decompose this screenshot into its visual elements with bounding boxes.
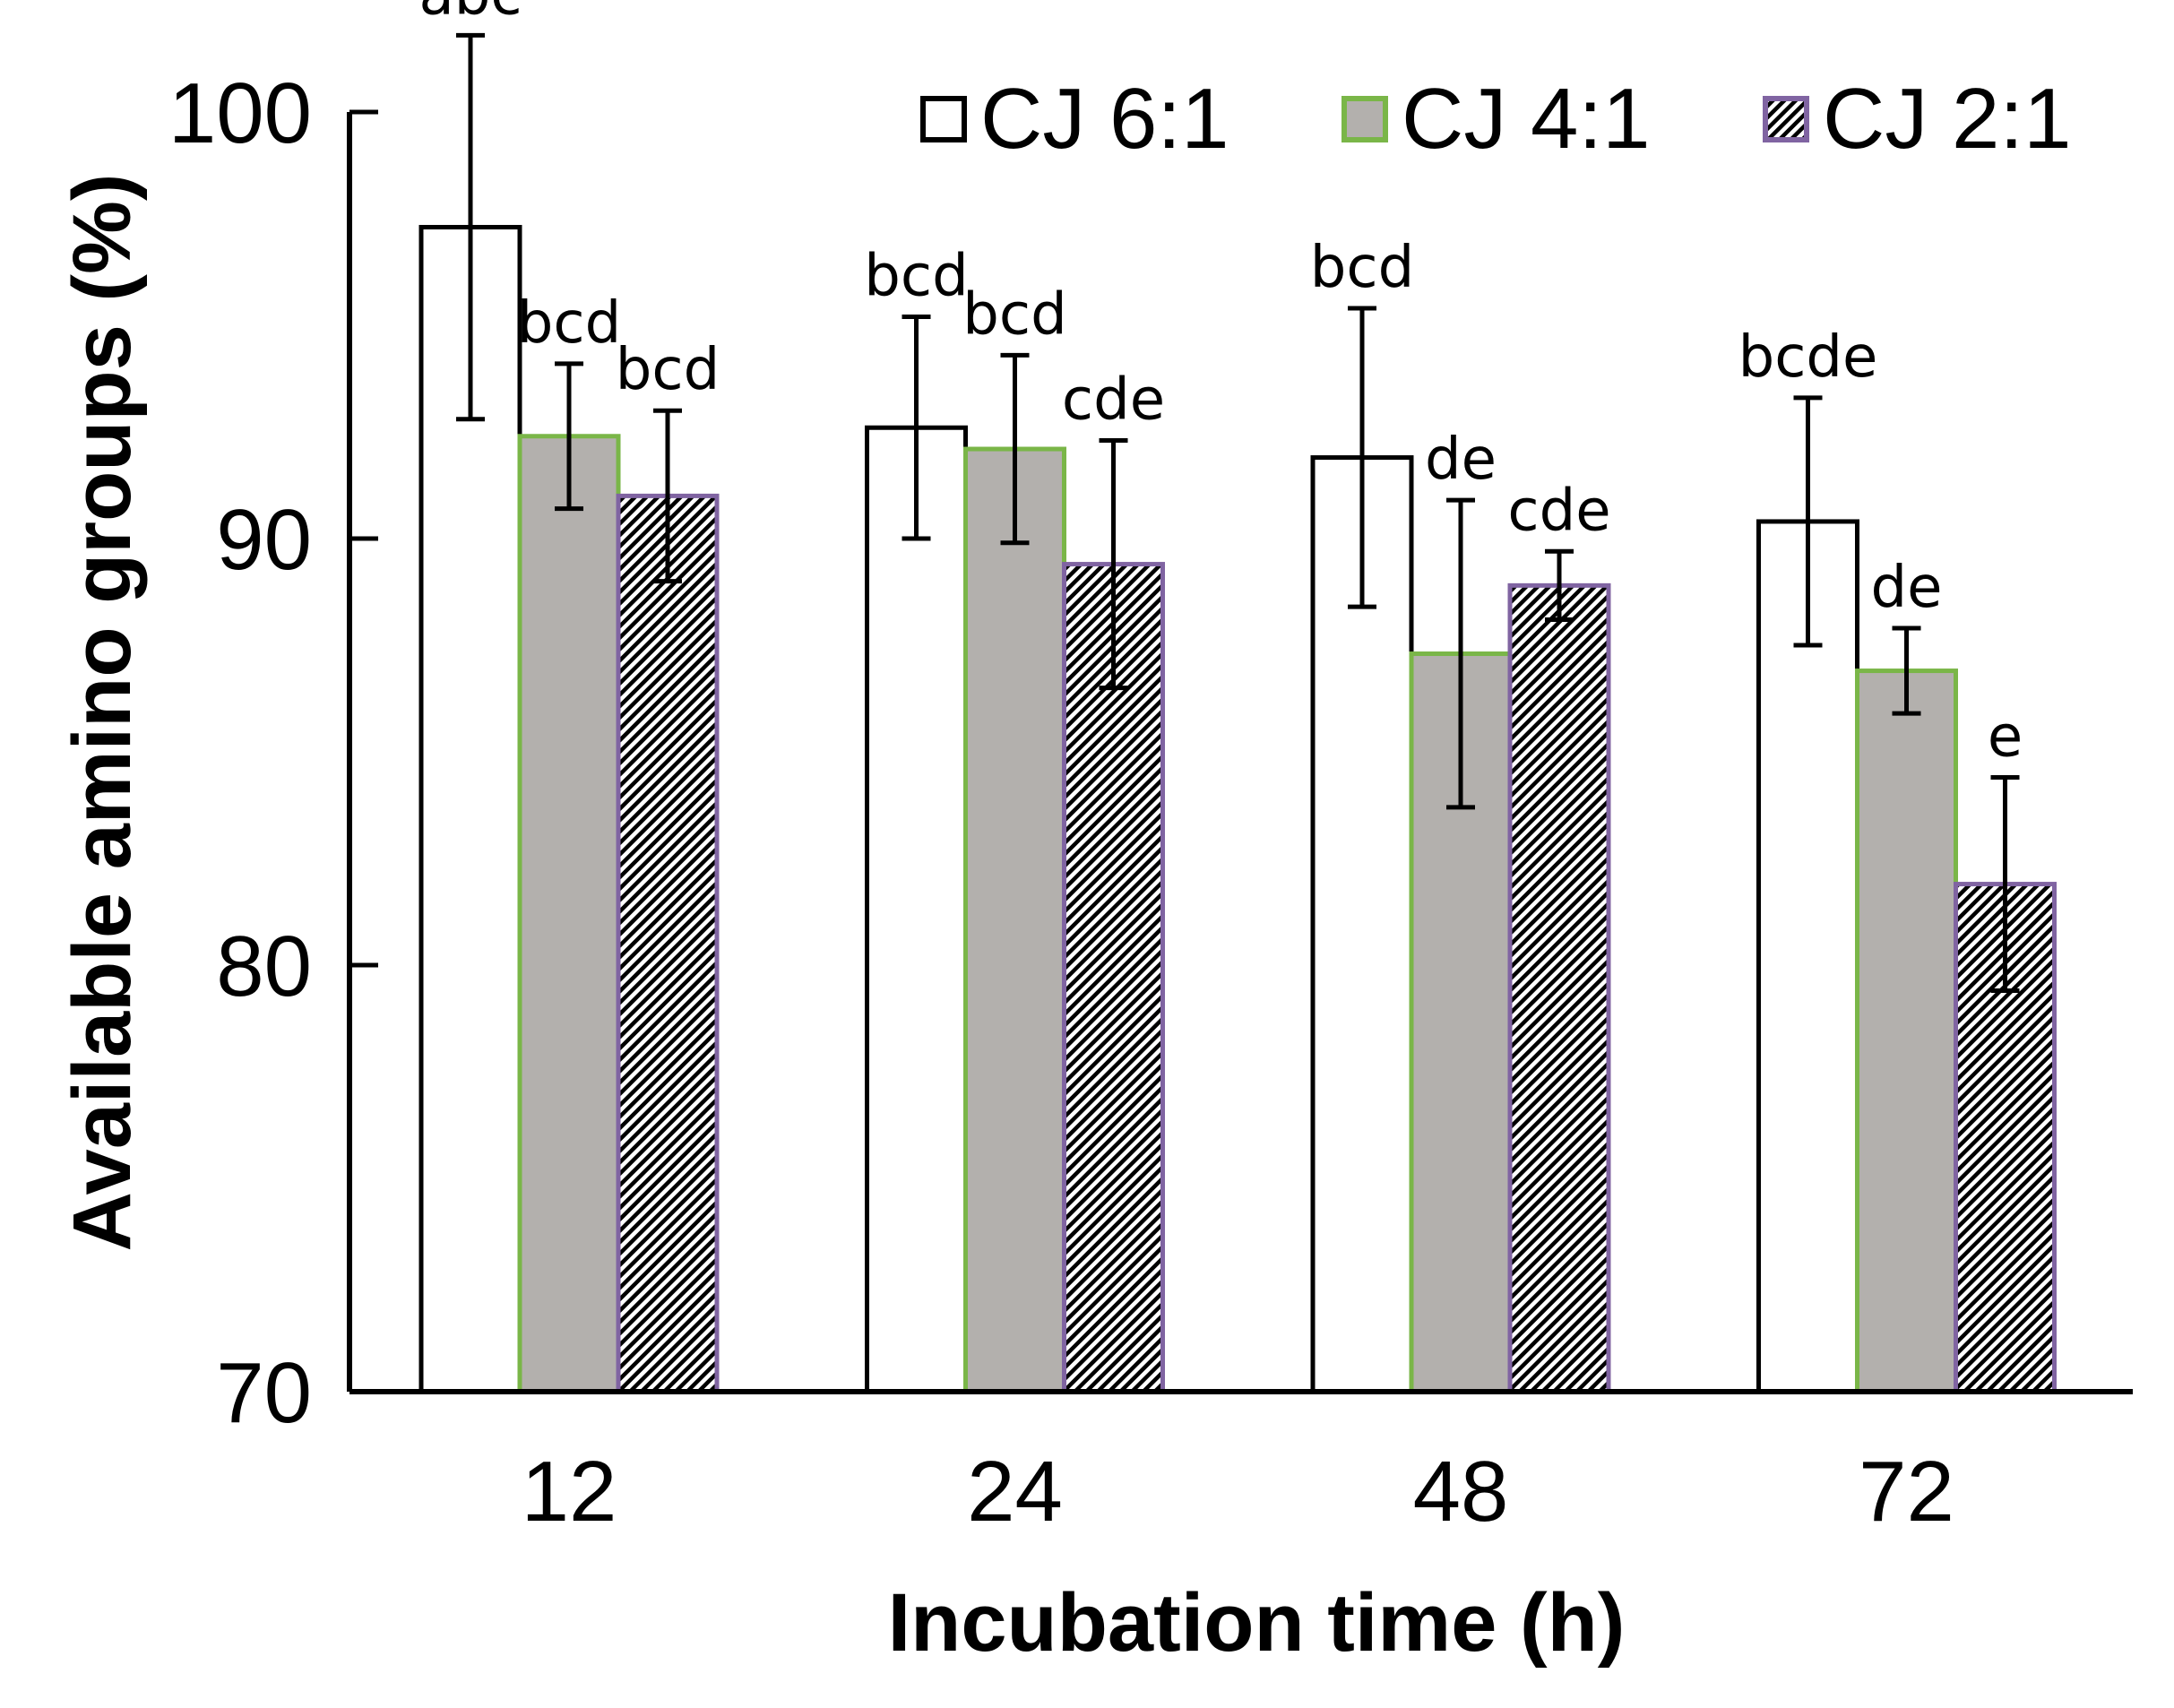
legend-label: CJ 6:1: [980, 71, 1229, 167]
significance-label: cde: [1507, 478, 1610, 544]
x-axis: 12 24 48 72: [349, 1389, 2133, 1540]
error-bar: [1348, 306, 1376, 609]
bar: [1310, 455, 1414, 1394]
bar: [1507, 582, 1611, 1394]
x-tick-label: 12: [522, 1444, 617, 1540]
legend-swatch: [1763, 96, 1809, 142]
y-tick-label: 80: [216, 919, 312, 1014]
y-tick-label: 70: [216, 1345, 312, 1441]
y-tick-label: 90: [216, 492, 312, 588]
bar: [1855, 669, 1958, 1394]
error-bar: [555, 361, 583, 512]
significance-label: e: [1988, 704, 2023, 771]
x-tick-label: 72: [1859, 1444, 1954, 1540]
error-bar: [1446, 497, 1475, 810]
bar: [517, 434, 621, 1394]
bar: [963, 446, 1066, 1394]
y-axis: 70 80 90 100: [168, 65, 378, 1441]
error-bar: [1000, 352, 1030, 546]
y-axis-title: Available amino groups (%): [56, 173, 148, 1251]
error-bar: [456, 32, 485, 422]
significance-label: de: [1871, 555, 1943, 621]
error-bar: [1793, 395, 1823, 648]
significance-label: bcd: [864, 243, 968, 309]
significance-label: bcd: [962, 281, 1066, 348]
legend-swatch: [1341, 96, 1388, 142]
bars: abcbcdbcdbcdebcdbcddedebcdcdecdee: [418, 0, 2057, 1394]
significance-label: bcd: [616, 337, 720, 403]
bar: [865, 425, 968, 1394]
error-bar: [1545, 548, 1574, 622]
error-bar: [1990, 775, 2020, 994]
bar: [616, 493, 720, 1394]
series-cj-2-1: bcd cde cde e: [616, 337, 2057, 1394]
significance-label: de: [1425, 427, 1497, 493]
legend-item: CJ 6:1: [920, 71, 1229, 167]
legend-item: CJ 2:1: [1763, 71, 2071, 167]
significance-label: bcd: [517, 290, 621, 357]
legend-item: CJ 4:1: [1341, 71, 1650, 167]
error-bar: [653, 408, 682, 584]
legend-label: CJ 2:1: [1823, 71, 2071, 167]
x-tick-label: 24: [967, 1444, 1063, 1540]
bar: [1756, 519, 1859, 1394]
significance-label: bcde: [1738, 324, 1878, 391]
y-tick-label: 100: [168, 65, 312, 161]
significance-label: abc: [418, 0, 522, 28]
significance-label: cde: [1062, 367, 1165, 434]
significance-label: bcd: [1310, 235, 1414, 301]
legend: CJ 6:1 CJ 4:1 CJ 2:1: [920, 71, 2071, 167]
error-bar: [902, 314, 931, 541]
legend-label: CJ 4:1: [1402, 71, 1650, 167]
series-cj-6-1: abcbcdbcdbcde: [418, 0, 1878, 1394]
legend-swatch: [920, 96, 967, 142]
x-tick-label: 48: [1413, 1444, 1509, 1540]
error-bar: [1099, 438, 1128, 691]
x-axis-title: Incubation time (h): [888, 1577, 1626, 1669]
error-bar: [1892, 625, 1921, 716]
